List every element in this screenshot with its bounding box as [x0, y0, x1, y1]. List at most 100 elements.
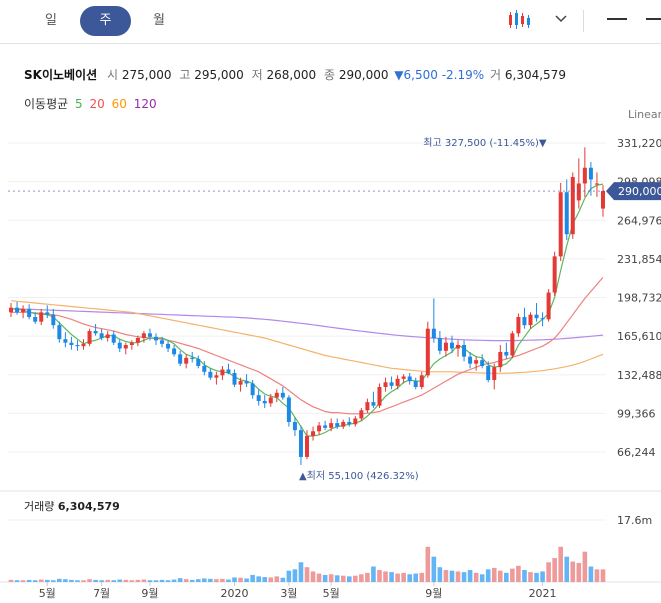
- candle-body: [232, 372, 237, 385]
- candle-body: [600, 191, 605, 209]
- candle-body: [504, 351, 509, 356]
- candle-body: [135, 338, 140, 343]
- volume-bar: [57, 578, 62, 582]
- volume-bar: [479, 574, 485, 582]
- volume-bar: [340, 575, 346, 582]
- volume-bar: [135, 579, 141, 582]
- candle-body: [117, 342, 122, 349]
- line-tool-icon[interactable]: [607, 18, 627, 20]
- volume-bar: [20, 580, 26, 582]
- candle-body: [190, 357, 195, 359]
- volume-bar: [171, 579, 177, 582]
- volume-bar: [63, 579, 68, 582]
- candle-body: [250, 383, 255, 396]
- y-tick-label: 165,610: [617, 330, 661, 343]
- candle-body: [311, 431, 316, 436]
- candle-body: [365, 402, 370, 411]
- ma-120-label[interactable]: 120: [133, 97, 157, 111]
- volume-bar: [353, 575, 358, 582]
- scale-mode-label[interactable]: Linear: [628, 108, 661, 121]
- moving-average-label: 이동평균: [24, 97, 69, 111]
- candle-body: [353, 418, 358, 425]
- volume-bar: [449, 570, 455, 582]
- candle-body: [522, 317, 527, 326]
- volume-bar: [14, 580, 20, 582]
- tab-week[interactable]: 주: [80, 6, 131, 36]
- candle-body: [588, 167, 593, 180]
- candle-body: [184, 357, 189, 364]
- candle-body: [27, 308, 32, 318]
- volume-bar: [564, 556, 570, 582]
- candle-body: [371, 402, 376, 406]
- candle-body: [389, 382, 394, 386]
- candle-body: [141, 333, 146, 339]
- candle-body: [359, 410, 364, 419]
- ma-20-label[interactable]: 20: [89, 97, 105, 111]
- candle-body: [15, 307, 20, 313]
- volume-bar: [346, 576, 352, 582]
- volume-bar: [87, 579, 92, 582]
- ma-60-label[interactable]: 60: [111, 97, 127, 111]
- volume-bar: [576, 562, 582, 582]
- candle-body: [87, 331, 92, 344]
- candle-body: [123, 344, 128, 349]
- volume-bar: [431, 556, 437, 582]
- volume-bar: [268, 577, 274, 582]
- low-label: 저: [251, 68, 263, 82]
- candle-body: [45, 312, 50, 315]
- volume-bar: [461, 572, 467, 582]
- volume-bar: [334, 575, 340, 582]
- candlestick-chart-type-icon[interactable]: [506, 7, 536, 33]
- volume-bar: [322, 574, 328, 582]
- volume-bar: [389, 572, 394, 582]
- candle-body: [323, 425, 328, 428]
- chevron-down-icon[interactable]: [553, 10, 569, 26]
- volume-bar: [153, 580, 159, 582]
- x-tick-label: 2021: [529, 587, 557, 600]
- y-tick-label: 66,244: [617, 446, 656, 459]
- tab-day[interactable]: 일: [45, 13, 57, 28]
- close-label: 종: [323, 68, 336, 82]
- tab-month[interactable]: 월: [153, 13, 165, 28]
- candle-body: [129, 342, 134, 345]
- volume-bar: [117, 579, 123, 582]
- volume-bar: [129, 580, 135, 582]
- close-value: 290,000: [338, 68, 389, 82]
- volume-bar: [570, 561, 576, 582]
- volume-bar: [111, 580, 117, 582]
- top-toolbar: 일 주 월: [0, 0, 661, 44]
- candle-body: [51, 314, 56, 326]
- volume-bar: [497, 570, 503, 582]
- volume-bar: [280, 577, 286, 582]
- candle-body: [474, 360, 479, 364]
- line-tool-2-icon[interactable]: [646, 18, 661, 20]
- volume-bar: [407, 574, 412, 582]
- candle-body: [528, 314, 533, 326]
- ma-5-label[interactable]: 5: [75, 97, 83, 111]
- volume-bar: [208, 578, 213, 582]
- candle-body: [262, 400, 267, 404]
- high-annotation: 최고 327,500 (-11.45%)▼: [423, 137, 547, 149]
- volume-bar: [582, 551, 588, 582]
- volume-bar: [546, 562, 551, 582]
- candle-body: [99, 333, 104, 339]
- candle-body: [456, 344, 461, 349]
- y-tick-label: 132,488: [617, 369, 661, 382]
- volume-bar: [8, 579, 14, 582]
- candle-body: [111, 334, 116, 343]
- candle-body: [425, 328, 430, 376]
- volume-bar: [552, 558, 557, 582]
- moving-average-legend: 이동평균 5 20 60 120: [24, 95, 160, 112]
- candle-body: [546, 292, 551, 320]
- volume-bar: [147, 580, 153, 582]
- volume-bar: [32, 580, 38, 582]
- change-percent: -2.19%: [441, 68, 485, 82]
- x-tick-label: 3월: [280, 587, 297, 600]
- x-tick-label: 9월: [425, 587, 442, 600]
- candle-body: [462, 344, 467, 357]
- candle-body: [594, 183, 599, 185]
- candle-body: [274, 392, 279, 398]
- candle-body: [298, 430, 303, 457]
- volume-bar: [510, 568, 515, 582]
